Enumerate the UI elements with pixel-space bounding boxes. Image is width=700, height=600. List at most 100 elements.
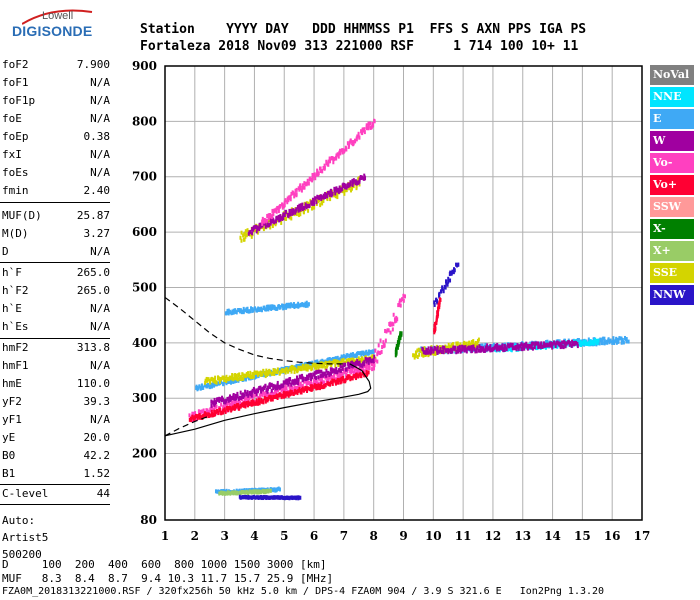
echo-point xyxy=(315,200,318,205)
echo-point xyxy=(250,489,253,494)
echo-point xyxy=(360,366,363,371)
echo-point xyxy=(224,410,227,415)
echo-point xyxy=(461,347,464,352)
echo-point xyxy=(308,203,311,208)
echo-point xyxy=(615,340,618,345)
echo-point xyxy=(315,172,318,177)
param-separator xyxy=(0,484,110,485)
echo-point xyxy=(343,149,346,154)
echo-point xyxy=(295,187,298,192)
echo-point xyxy=(571,339,574,344)
echo-point xyxy=(482,348,485,353)
echo-point xyxy=(289,212,292,217)
echo-point xyxy=(289,377,292,382)
echo-point xyxy=(327,370,330,375)
echo-point xyxy=(340,358,343,363)
echo-point xyxy=(213,409,216,414)
echo-point xyxy=(348,364,351,369)
echo-point xyxy=(211,405,214,410)
echo-point xyxy=(191,414,194,419)
echo-point xyxy=(295,212,298,217)
echo-point xyxy=(472,339,475,344)
echo-point xyxy=(495,347,498,352)
echo-point xyxy=(459,348,462,353)
echo-point xyxy=(294,188,297,193)
echo-point xyxy=(235,373,238,378)
echo-point xyxy=(474,341,477,346)
echo-point xyxy=(356,134,359,139)
echo-point xyxy=(242,392,245,397)
echo-point xyxy=(355,184,358,189)
echo-point xyxy=(233,404,236,409)
echo-point xyxy=(274,384,277,389)
echo-point xyxy=(315,379,318,384)
echo-point xyxy=(338,371,341,376)
echo-point xyxy=(607,337,610,342)
echo-point xyxy=(290,390,293,395)
echo-point xyxy=(283,213,286,218)
echo-point xyxy=(323,380,326,385)
echo-point xyxy=(224,491,227,496)
echo-point xyxy=(333,378,336,383)
echo-point xyxy=(422,353,425,358)
echo-point xyxy=(349,368,352,373)
echo-point xyxy=(251,495,254,500)
echo-point xyxy=(284,198,287,203)
echo-point xyxy=(319,166,322,171)
echo-point xyxy=(329,188,332,193)
echo-point xyxy=(586,342,589,347)
echo-point xyxy=(249,309,252,314)
echo-point xyxy=(457,262,460,267)
echo-point xyxy=(288,380,291,385)
echo-point xyxy=(594,337,597,342)
y-tick-label: 400 xyxy=(132,336,157,350)
echo-point xyxy=(303,206,306,211)
echo-point xyxy=(435,321,438,326)
echo-point xyxy=(362,352,365,357)
param-name: yF2 xyxy=(2,395,22,408)
echo-point xyxy=(235,378,238,383)
echo-point xyxy=(434,298,437,303)
echo-point xyxy=(204,380,207,385)
echo-point xyxy=(554,344,557,349)
echo-point xyxy=(366,351,369,356)
echo-point xyxy=(230,408,233,413)
legend-item-vo: Vo- xyxy=(650,153,694,173)
echo-point xyxy=(529,344,532,349)
echo-point xyxy=(282,380,285,385)
echo-point xyxy=(271,397,274,402)
x-tick-label: 16 xyxy=(604,529,621,543)
echo-point xyxy=(601,341,604,346)
echo-point xyxy=(297,303,300,308)
echo-point xyxy=(328,357,331,362)
echo-point xyxy=(413,355,416,360)
echo-point xyxy=(254,228,257,233)
echo-point xyxy=(415,350,418,355)
echo-point xyxy=(627,339,630,344)
echo-point xyxy=(269,225,272,230)
x-tick-label: 11 xyxy=(455,529,472,543)
echo-point xyxy=(606,340,609,345)
legend-item-noval: NoVal xyxy=(650,65,694,85)
echo-point xyxy=(288,208,291,213)
echo-point xyxy=(341,149,344,154)
echo-point xyxy=(361,131,364,136)
echo-point xyxy=(353,359,356,364)
echo-point xyxy=(325,159,328,164)
echo-point xyxy=(246,396,249,401)
echo-point xyxy=(199,415,202,420)
echo-point xyxy=(202,385,205,390)
echo-point xyxy=(305,376,308,381)
echo-point xyxy=(304,303,307,308)
density-profile-line xyxy=(164,363,372,437)
echo-point xyxy=(298,384,301,389)
param-value: 42.2 xyxy=(83,449,111,462)
echo-point xyxy=(212,377,215,382)
echo-point xyxy=(443,345,446,350)
echo-point xyxy=(240,376,243,381)
echo-point xyxy=(301,202,304,207)
echo-point xyxy=(256,490,259,495)
echo-point xyxy=(308,365,311,370)
param-row: M(D) 3.27 xyxy=(2,227,110,244)
echo-point xyxy=(188,413,191,418)
